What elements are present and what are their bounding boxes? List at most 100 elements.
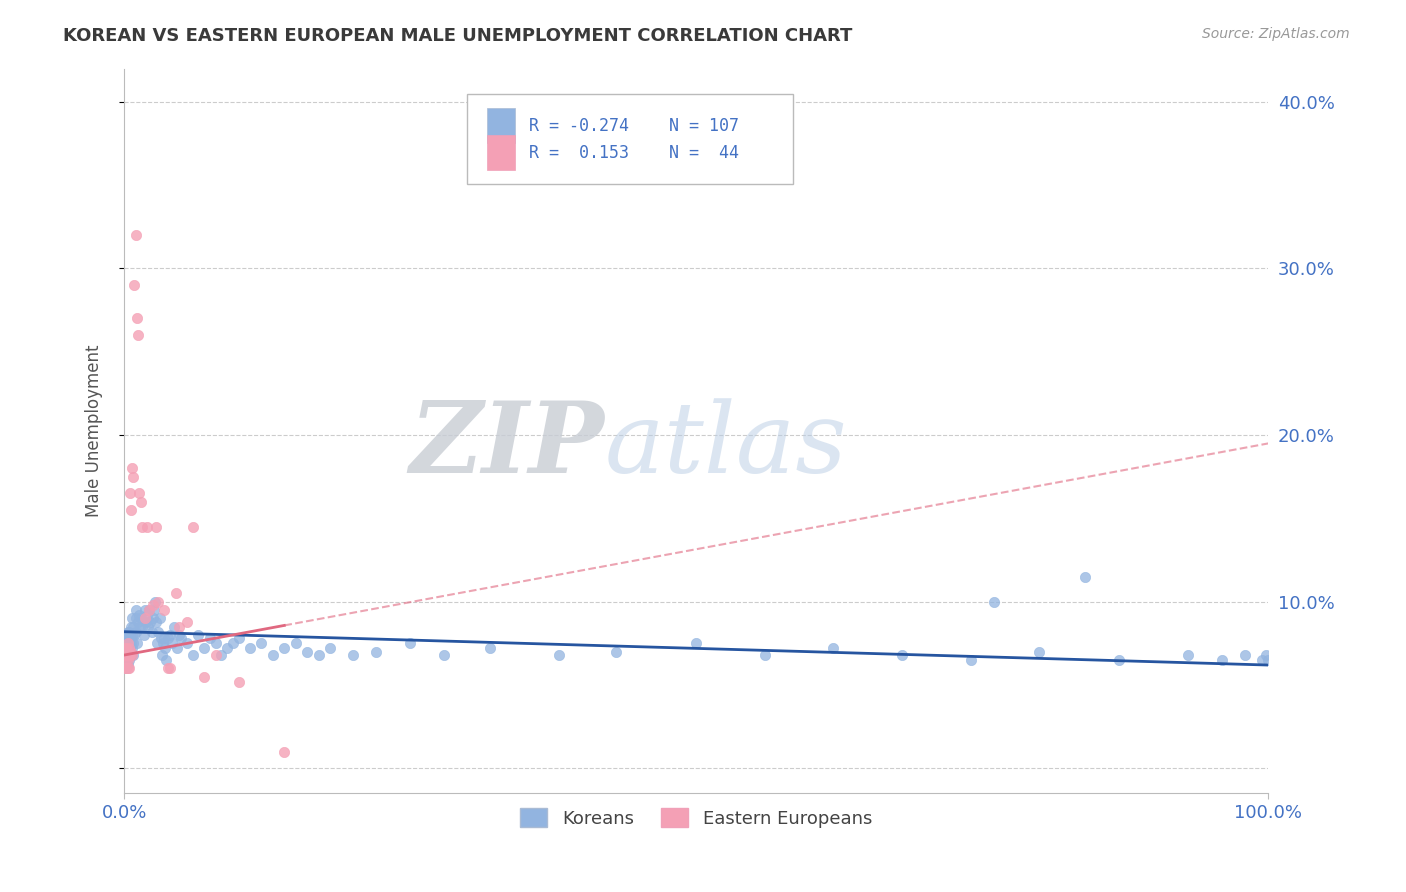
- Point: [114, 648, 136, 662]
- Point: [122, 469, 145, 483]
- Point: [156, 632, 179, 646]
- Point: [262, 648, 284, 662]
- Point: [138, 603, 160, 617]
- Point: [156, 661, 179, 675]
- Point: [114, 661, 136, 675]
- Point: [222, 636, 245, 650]
- Point: [163, 620, 186, 634]
- Point: [114, 636, 136, 650]
- Point: [1074, 570, 1097, 584]
- Point: [891, 648, 914, 662]
- Point: [250, 636, 273, 650]
- Text: atlas: atlas: [605, 398, 848, 493]
- Point: [605, 645, 627, 659]
- Point: [114, 641, 136, 656]
- Point: [121, 648, 143, 662]
- Point: [1251, 653, 1274, 667]
- Point: [120, 636, 142, 650]
- Point: [1177, 648, 1199, 662]
- Point: [152, 636, 174, 650]
- Point: [115, 653, 138, 667]
- Point: [204, 636, 226, 650]
- Point: [149, 632, 172, 646]
- Point: [134, 611, 156, 625]
- Point: [136, 620, 159, 634]
- Point: [1257, 653, 1279, 667]
- Point: [127, 615, 149, 629]
- Point: [176, 636, 198, 650]
- Point: [124, 624, 146, 639]
- Point: [166, 641, 188, 656]
- Point: [754, 648, 776, 662]
- Point: [193, 641, 215, 656]
- Point: [121, 611, 143, 625]
- Point: [273, 745, 295, 759]
- Point: [983, 595, 1005, 609]
- Point: [118, 628, 141, 642]
- Point: [115, 661, 138, 675]
- Point: [181, 648, 204, 662]
- Point: [141, 624, 163, 639]
- Point: [120, 620, 142, 634]
- Point: [153, 632, 176, 646]
- Point: [118, 632, 141, 646]
- Point: [823, 641, 845, 656]
- Point: [115, 648, 138, 662]
- Point: [319, 641, 342, 656]
- Text: KOREAN VS EASTERN EUROPEAN MALE UNEMPLOYMENT CORRELATION CHART: KOREAN VS EASTERN EUROPEAN MALE UNEMPLOY…: [63, 27, 852, 45]
- Point: [115, 661, 138, 675]
- FancyBboxPatch shape: [486, 136, 516, 170]
- Point: [118, 648, 141, 662]
- Point: [198, 632, 221, 646]
- Point: [1211, 653, 1233, 667]
- Point: [121, 461, 143, 475]
- Point: [159, 628, 181, 642]
- Point: [124, 278, 146, 293]
- Point: [118, 641, 141, 656]
- Point: [165, 586, 187, 600]
- Point: [148, 624, 170, 639]
- Point: [159, 661, 181, 675]
- Point: [170, 632, 193, 646]
- Point: [118, 486, 141, 500]
- Point: [118, 653, 141, 667]
- Point: [118, 661, 141, 675]
- Point: [134, 603, 156, 617]
- Point: [122, 620, 145, 634]
- Point: [131, 620, 153, 634]
- Point: [148, 595, 170, 609]
- Point: [118, 648, 141, 662]
- Point: [114, 628, 136, 642]
- Point: [364, 645, 387, 659]
- Point: [149, 611, 172, 625]
- Point: [145, 615, 167, 629]
- Point: [284, 636, 307, 650]
- Point: [1028, 645, 1050, 659]
- Point: [128, 486, 150, 500]
- Point: [117, 648, 139, 662]
- Point: [117, 653, 139, 667]
- Text: R = -0.274    N = 107: R = -0.274 N = 107: [529, 117, 740, 135]
- Point: [132, 628, 155, 642]
- Point: [160, 636, 183, 650]
- Point: [399, 636, 422, 650]
- Point: [118, 624, 141, 639]
- FancyBboxPatch shape: [486, 109, 516, 144]
- Point: [120, 645, 142, 659]
- Point: [114, 653, 136, 667]
- Point: [228, 632, 250, 646]
- Point: [115, 641, 138, 656]
- Point: [145, 520, 167, 534]
- Point: [131, 520, 153, 534]
- Point: [129, 620, 152, 634]
- Point: [121, 628, 143, 642]
- Point: [228, 674, 250, 689]
- Point: [122, 636, 145, 650]
- Point: [176, 615, 198, 629]
- Point: [122, 648, 145, 662]
- Point: [155, 641, 177, 656]
- Point: [115, 645, 138, 659]
- Point: [129, 611, 152, 625]
- Point: [139, 615, 162, 629]
- Point: [135, 615, 157, 629]
